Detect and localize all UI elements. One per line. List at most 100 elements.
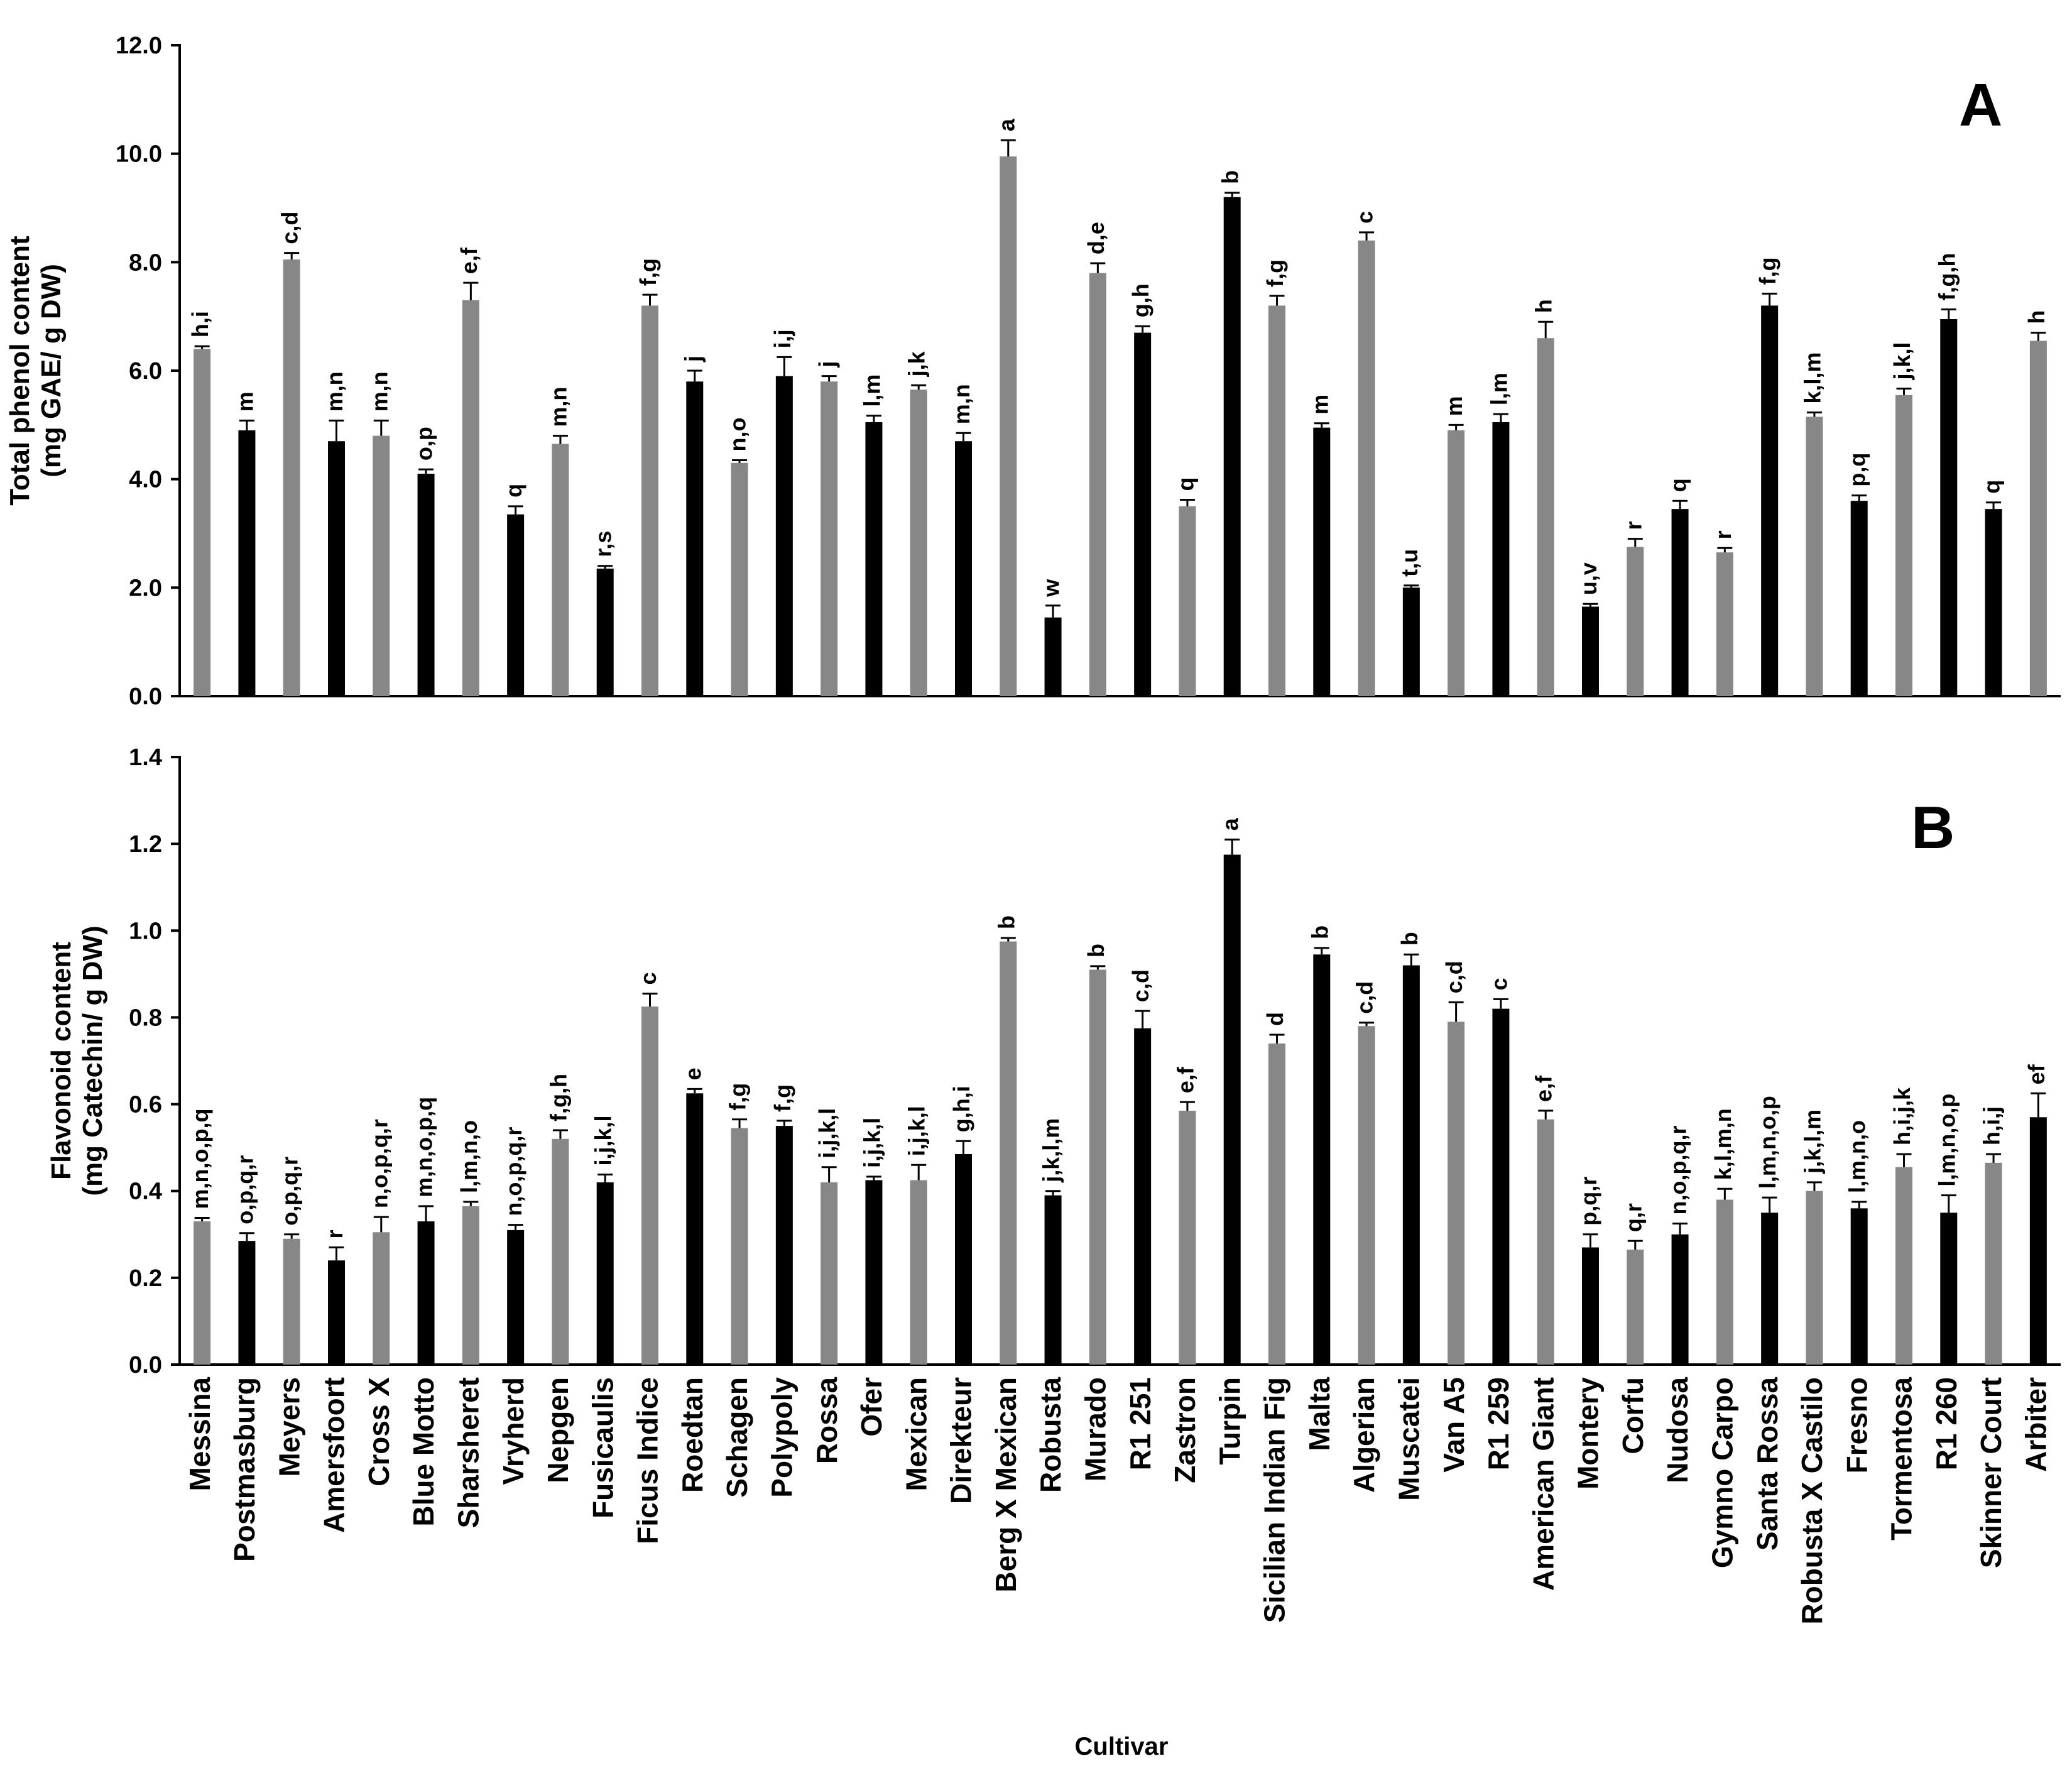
significance-label-b: c [635,972,661,984]
significance-label-a: d,e [1083,222,1109,254]
error-bar-b [1672,1223,1688,1235]
error-bar-a [1806,411,1822,417]
error-bar-b [1806,1181,1822,1191]
error-bar-a [1493,413,1508,423]
bar-b [910,1180,927,1365]
significance-label-b: c,d [1128,969,1153,1002]
bar-a [1761,305,1779,696]
x-category-label: R1 260 [1930,1377,1963,1470]
bar-a [1268,305,1285,696]
bar-a [1313,427,1331,696]
error-bar-a [1179,498,1195,506]
significance-label-a: m [1441,396,1467,416]
y-tick-label-b: 0.6 [129,1092,162,1118]
error-bar-a [1090,262,1106,273]
x-category-label: Robusta [1034,1377,1067,1493]
significance-label-a: c [1352,211,1378,224]
x-category-label: Muscatei [1393,1377,1426,1501]
x-category-label: Sharsheret [452,1377,485,1528]
error-bar-a [732,459,748,463]
significance-label-a: f,g,h [1934,253,1960,300]
bar-b [1895,1167,1912,1365]
error-bar-b [2031,1092,2046,1118]
error-bar-a [1941,308,1956,319]
significance-label-b: f,g,h [545,1074,571,1121]
x-category-label: Corfu [1617,1377,1649,1454]
error-bar-a [821,375,837,382]
y-tick-label-b: 0.2 [129,1265,162,1292]
significance-label-a: r,s [591,531,616,557]
error-bar-b [687,1088,702,1094]
x-category-label: Malta [1303,1377,1336,1451]
bar-b [238,1241,256,1365]
error-bar-b [1224,838,1240,855]
bar-a [775,376,793,696]
y-tick-label-a: 2.0 [129,575,162,601]
bar-a [1223,197,1241,696]
y-tick-label-a: 0.0 [129,684,162,710]
error-bar-b [239,1232,254,1241]
x-category-label: Meyers [273,1377,305,1477]
y-tick-label-b: 1.2 [129,831,162,858]
y-tick-label-a: 12.0 [116,33,162,59]
error-bar-b [732,1118,748,1128]
significance-label-a: q [1666,478,1691,492]
bar-b [865,1180,883,1365]
x-category-label: Turpin [1213,1377,1246,1465]
significance-label-a: e,f [456,247,482,274]
bar-a [1537,338,1554,696]
bar-a [1895,395,1912,696]
error-bar-a [552,435,568,444]
significance-label-b: c,d [1441,961,1467,993]
x-category-label: Robusta X Castilo [1796,1377,1828,1625]
error-bar-b [1762,1196,1777,1213]
x-category-label: Fresno [1840,1377,1873,1473]
bar-b [1850,1208,1868,1365]
significance-label-a: m [232,391,258,412]
bar-a [910,390,927,696]
bar-b [1806,1191,1823,1365]
x-category-label: Gymno Carpo [1706,1377,1739,1568]
significance-label-b: p,q,r [1576,1177,1601,1226]
significance-label-b: f,g [770,1084,795,1112]
significance-label-a: h [1531,299,1557,313]
bar-b [731,1128,748,1365]
significance-label-a: q [1172,477,1198,491]
significance-label-a: h,i [187,311,213,337]
significance-label-b: i,j,k,l [591,1115,616,1165]
x-category-label: Algerian [1348,1377,1380,1493]
error-bar-b [1179,1101,1195,1111]
x-category-label: Direkteur [945,1377,978,1504]
significance-label-b: o,p,q,r [277,1157,303,1226]
y-axis-unit-a: (mg GAE/ g DW) [36,264,67,477]
error-bar-b [284,1233,300,1239]
panel-b: 0.0 0.2 0.4 0.6 0.8 1.0 1.2 1.4 Flavonoid conten… [46,744,2061,1378]
bar-a [238,430,256,696]
significance-label-a: u,v [1576,562,1601,595]
bar-a [1134,332,1152,696]
bar-b [283,1238,300,1365]
significance-label-a: j,k [904,351,930,377]
y-tick-label-b: 0.0 [129,1352,162,1378]
error-bar-b [418,1205,434,1222]
x-category-label: Berg X Mexican [990,1377,1022,1593]
bar-a [1358,240,1375,696]
significance-label-b: h,i,j [1979,1106,2005,1145]
error-bar-a [329,419,344,442]
x-category-label: Montery [1572,1377,1605,1490]
significance-label-b: l,m,n,o [1845,1120,1870,1193]
bar-a [1179,506,1196,696]
error-bar-a [866,415,881,423]
significance-label-a: f,g [1262,259,1288,287]
bar-b [417,1221,435,1365]
error-bar-b [1135,1010,1150,1028]
x-category-label: Amersfoort [318,1377,351,1533]
x-category-label: Murado [1079,1377,1112,1481]
x-category-label: Postmasburg [228,1377,261,1562]
bar-b [596,1182,614,1365]
error-bar-b [1448,1001,1464,1022]
error-bar-a [1717,547,1733,553]
panel-letter-b: B [1911,794,1955,861]
significance-label-a: c,d [277,212,303,244]
